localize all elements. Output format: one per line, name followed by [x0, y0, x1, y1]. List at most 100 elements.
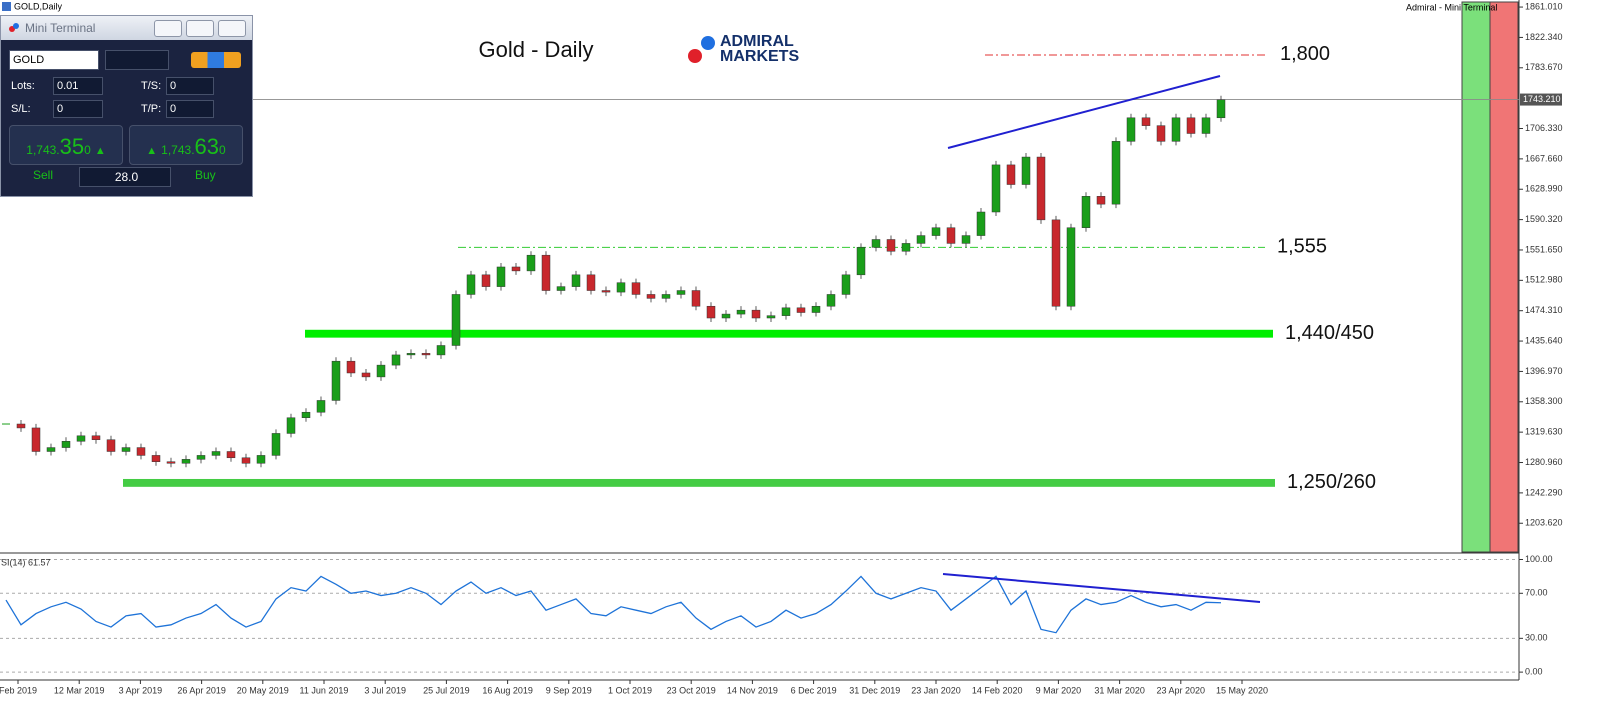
candle — [406, 353, 416, 356]
candle — [136, 447, 146, 456]
candle — [931, 227, 941, 236]
candle — [286, 417, 296, 434]
candle — [196, 455, 206, 460]
price-big: 35 — [59, 134, 85, 159]
logo-text: ADMIRAL — [720, 33, 794, 50]
candle — [121, 447, 131, 452]
y-tick-label: 1396.970 — [1525, 366, 1563, 376]
candle — [211, 451, 221, 456]
candle — [106, 439, 116, 452]
lots-label: Lots: — [11, 80, 35, 92]
minimize[interactable] — [154, 20, 182, 37]
window-buttons — [154, 20, 246, 37]
sell-price[interactable]: 1,743. 35 0 ▲ — [9, 125, 123, 165]
y-tick-label: 1590.320 — [1525, 214, 1563, 224]
rsi-line — [5, 575, 1222, 634]
candle — [556, 286, 566, 291]
icon — [9, 23, 19, 33]
level-band — [123, 478, 1275, 487]
buy-button[interactable]: Buy — [195, 168, 216, 182]
candle — [1096, 196, 1106, 205]
current-price-label: 1743.210 — [1523, 94, 1561, 104]
candle — [391, 354, 401, 366]
candle — [991, 164, 1001, 213]
ts-input[interactable]: 0 — [166, 77, 214, 95]
y-tick-label: 1783.670 — [1525, 62, 1563, 72]
candle — [781, 307, 791, 316]
candle — [706, 305, 716, 319]
candle — [796, 307, 806, 313]
tp-input[interactable]: 0 — [166, 100, 214, 118]
candle — [151, 455, 161, 462]
x-tick-label: 23 Oct 2019 — [667, 685, 716, 695]
y-tick-label: 1474.310 — [1525, 305, 1563, 315]
y-tick-label: 1435.640 — [1525, 335, 1563, 345]
y-tick-label: 0.00 — [1525, 666, 1543, 676]
candle — [946, 227, 956, 244]
y-tick-label: 30.00 — [1525, 633, 1548, 643]
mini-terminal: Mini Terminal GOLD Lots: 0.01 T/S: 0 S/L… — [0, 15, 253, 197]
y-tick-label: 1280.960 — [1525, 457, 1563, 467]
price-big: 63 — [194, 134, 220, 159]
y-tick-label: 1358.300 — [1525, 396, 1563, 406]
candle — [721, 313, 731, 319]
spread: 28.0 — [79, 167, 171, 187]
sl-label: S/L: — [11, 103, 31, 115]
candle — [421, 353, 431, 356]
sell-column — [1489, 1, 1519, 553]
y-tick-label: 1628.990 — [1525, 184, 1563, 194]
x-tick-label: Feb 2019 — [0, 685, 37, 695]
candle — [2, 423, 10, 425]
candle — [586, 274, 596, 291]
window-icon — [2, 2, 11, 11]
candle — [256, 455, 266, 464]
x-tick-label: 16 Aug 2019 — [482, 685, 533, 695]
candle — [361, 372, 371, 378]
close[interactable] — [218, 20, 246, 37]
symbol-select[interactable]: GOLD — [9, 50, 99, 70]
level-band — [305, 329, 1273, 338]
candle — [181, 459, 191, 464]
candle — [301, 411, 311, 418]
maximize[interactable] — [186, 20, 214, 37]
candle — [601, 290, 611, 293]
candle — [451, 294, 461, 346]
buy-price[interactable]: ▲ 1,743. 63 0 — [129, 125, 243, 165]
candle — [331, 360, 341, 401]
candle — [526, 254, 536, 272]
candle — [1171, 117, 1181, 142]
candle — [1066, 227, 1076, 307]
candle — [16, 423, 26, 429]
candle — [466, 274, 476, 295]
candle — [1006, 164, 1016, 185]
sl: 0 — [57, 103, 64, 115]
title-bar: Mini Terminal — [1, 16, 252, 40]
candle — [841, 274, 851, 295]
toolbar-icons[interactable] — [191, 52, 241, 68]
candle — [376, 364, 386, 378]
lots-input[interactable]: 0.01 — [53, 77, 103, 95]
candle — [631, 282, 641, 295]
y-tick-label: 1242.290 — [1525, 487, 1563, 497]
candle — [1051, 219, 1061, 307]
candle — [511, 266, 521, 272]
x-tick-label: 23 Apr 2020 — [1157, 685, 1206, 695]
tp-label: T/P: — [141, 103, 162, 115]
y-tick-label: 1667.660 — [1525, 153, 1563, 163]
ts-label: T/S: — [141, 80, 162, 92]
x-tick-label: 3 Jul 2019 — [364, 685, 406, 695]
candle — [1156, 125, 1166, 142]
candle — [541, 254, 551, 291]
x-tick-label: 31 Dec 2019 — [849, 685, 900, 695]
mini-terminal-title: Mini Terminal — [25, 21, 96, 35]
candle — [76, 435, 86, 442]
window-right-title: Admiral - Mini Terminal — [1406, 2, 1497, 12]
x-tick-label: 26 Apr 2019 — [177, 685, 226, 695]
logo-text: MARKETS — [720, 48, 799, 65]
x-tick-label: 6 Dec 2019 — [791, 685, 837, 695]
level-label: 1,555 — [1277, 236, 1327, 258]
sell-button[interactable]: Sell — [33, 168, 54, 182]
candle — [31, 427, 41, 452]
sl-input[interactable]: 0 — [53, 100, 103, 118]
